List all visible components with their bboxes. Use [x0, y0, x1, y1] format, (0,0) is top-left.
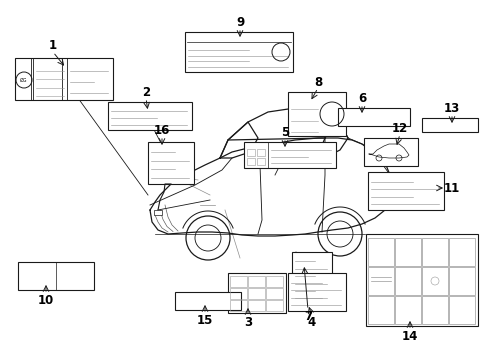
- Bar: [266, 276, 283, 287]
- Bar: [228, 273, 286, 313]
- Bar: [257, 149, 265, 156]
- Bar: [18, 262, 94, 290]
- Bar: [185, 32, 293, 72]
- Bar: [395, 238, 421, 266]
- Bar: [395, 296, 421, 324]
- Bar: [244, 142, 336, 168]
- Bar: [248, 300, 265, 311]
- Bar: [364, 138, 418, 166]
- Bar: [366, 234, 478, 326]
- Bar: [368, 172, 444, 210]
- Text: 10: 10: [38, 293, 54, 306]
- Bar: [108, 102, 192, 130]
- Bar: [422, 238, 448, 266]
- Bar: [175, 292, 241, 310]
- Text: 6: 6: [358, 91, 366, 104]
- Text: 16: 16: [154, 123, 170, 136]
- Bar: [338, 108, 410, 126]
- Text: 5: 5: [281, 126, 289, 139]
- Bar: [449, 238, 475, 266]
- Bar: [368, 296, 394, 324]
- Bar: [292, 252, 332, 304]
- Text: 4: 4: [308, 315, 316, 328]
- Bar: [154, 210, 162, 215]
- Text: 7: 7: [304, 310, 312, 323]
- Text: 12: 12: [392, 122, 408, 135]
- Bar: [230, 288, 247, 299]
- Text: 13: 13: [444, 102, 460, 114]
- Bar: [395, 267, 421, 295]
- Text: 15: 15: [197, 314, 213, 327]
- Bar: [15, 58, 113, 100]
- Bar: [449, 267, 475, 295]
- Text: 11: 11: [444, 181, 460, 194]
- Bar: [257, 158, 265, 165]
- Bar: [449, 296, 475, 324]
- Bar: [247, 158, 255, 165]
- Text: 2: 2: [142, 86, 150, 99]
- Bar: [230, 276, 247, 287]
- Bar: [247, 149, 255, 156]
- Bar: [248, 288, 265, 299]
- Bar: [266, 288, 283, 299]
- Bar: [422, 118, 478, 132]
- Bar: [230, 300, 247, 311]
- Bar: [288, 92, 346, 136]
- Bar: [288, 273, 346, 311]
- Bar: [368, 267, 394, 295]
- Bar: [248, 276, 265, 287]
- Text: 3: 3: [244, 315, 252, 328]
- Text: 9: 9: [236, 15, 244, 28]
- Text: 14: 14: [402, 329, 418, 342]
- Bar: [368, 238, 394, 266]
- Text: 1: 1: [49, 39, 57, 51]
- Text: ØG: ØG: [20, 77, 28, 82]
- Bar: [148, 142, 194, 184]
- Bar: [422, 296, 448, 324]
- Bar: [266, 300, 283, 311]
- Bar: [422, 267, 448, 295]
- Text: 8: 8: [314, 76, 322, 89]
